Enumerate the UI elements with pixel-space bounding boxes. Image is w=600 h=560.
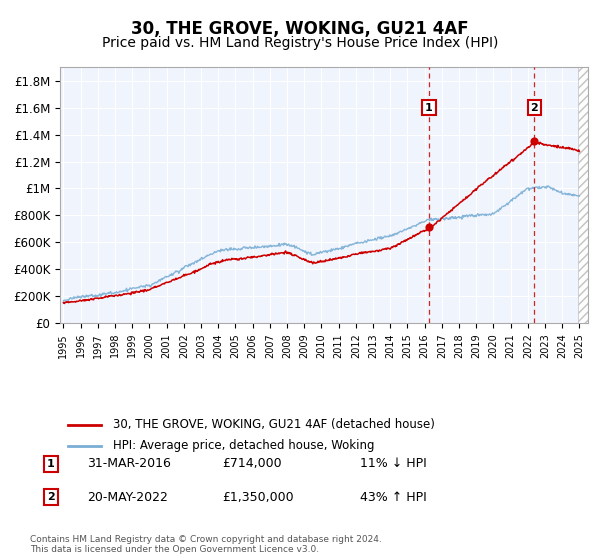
Text: 1: 1 — [425, 102, 433, 113]
Text: 43% ↑ HPI: 43% ↑ HPI — [360, 491, 427, 504]
Text: 30, THE GROVE, WOKING, GU21 4AF (detached house): 30, THE GROVE, WOKING, GU21 4AF (detache… — [113, 418, 435, 431]
Text: 20-MAY-2022: 20-MAY-2022 — [87, 491, 168, 504]
Text: 1: 1 — [47, 459, 55, 469]
Point — [530, 137, 539, 146]
Text: £1,350,000: £1,350,000 — [222, 491, 293, 504]
Text: Contains HM Land Registry data © Crown copyright and database right 2024.
This d: Contains HM Land Registry data © Crown c… — [30, 535, 382, 554]
Text: 2: 2 — [530, 102, 538, 113]
Text: 31-MAR-2016: 31-MAR-2016 — [87, 457, 171, 470]
Text: Price paid vs. HM Land Registry's House Price Index (HPI): Price paid vs. HM Land Registry's House … — [102, 36, 498, 50]
Text: 30, THE GROVE, WOKING, GU21 4AF: 30, THE GROVE, WOKING, GU21 4AF — [131, 20, 469, 38]
Text: 11% ↓ HPI: 11% ↓ HPI — [360, 457, 427, 470]
Text: £714,000: £714,000 — [222, 457, 281, 470]
Text: HPI: Average price, detached house, Woking: HPI: Average price, detached house, Woki… — [113, 440, 374, 452]
Point — [424, 222, 434, 231]
Text: 2: 2 — [47, 492, 55, 502]
